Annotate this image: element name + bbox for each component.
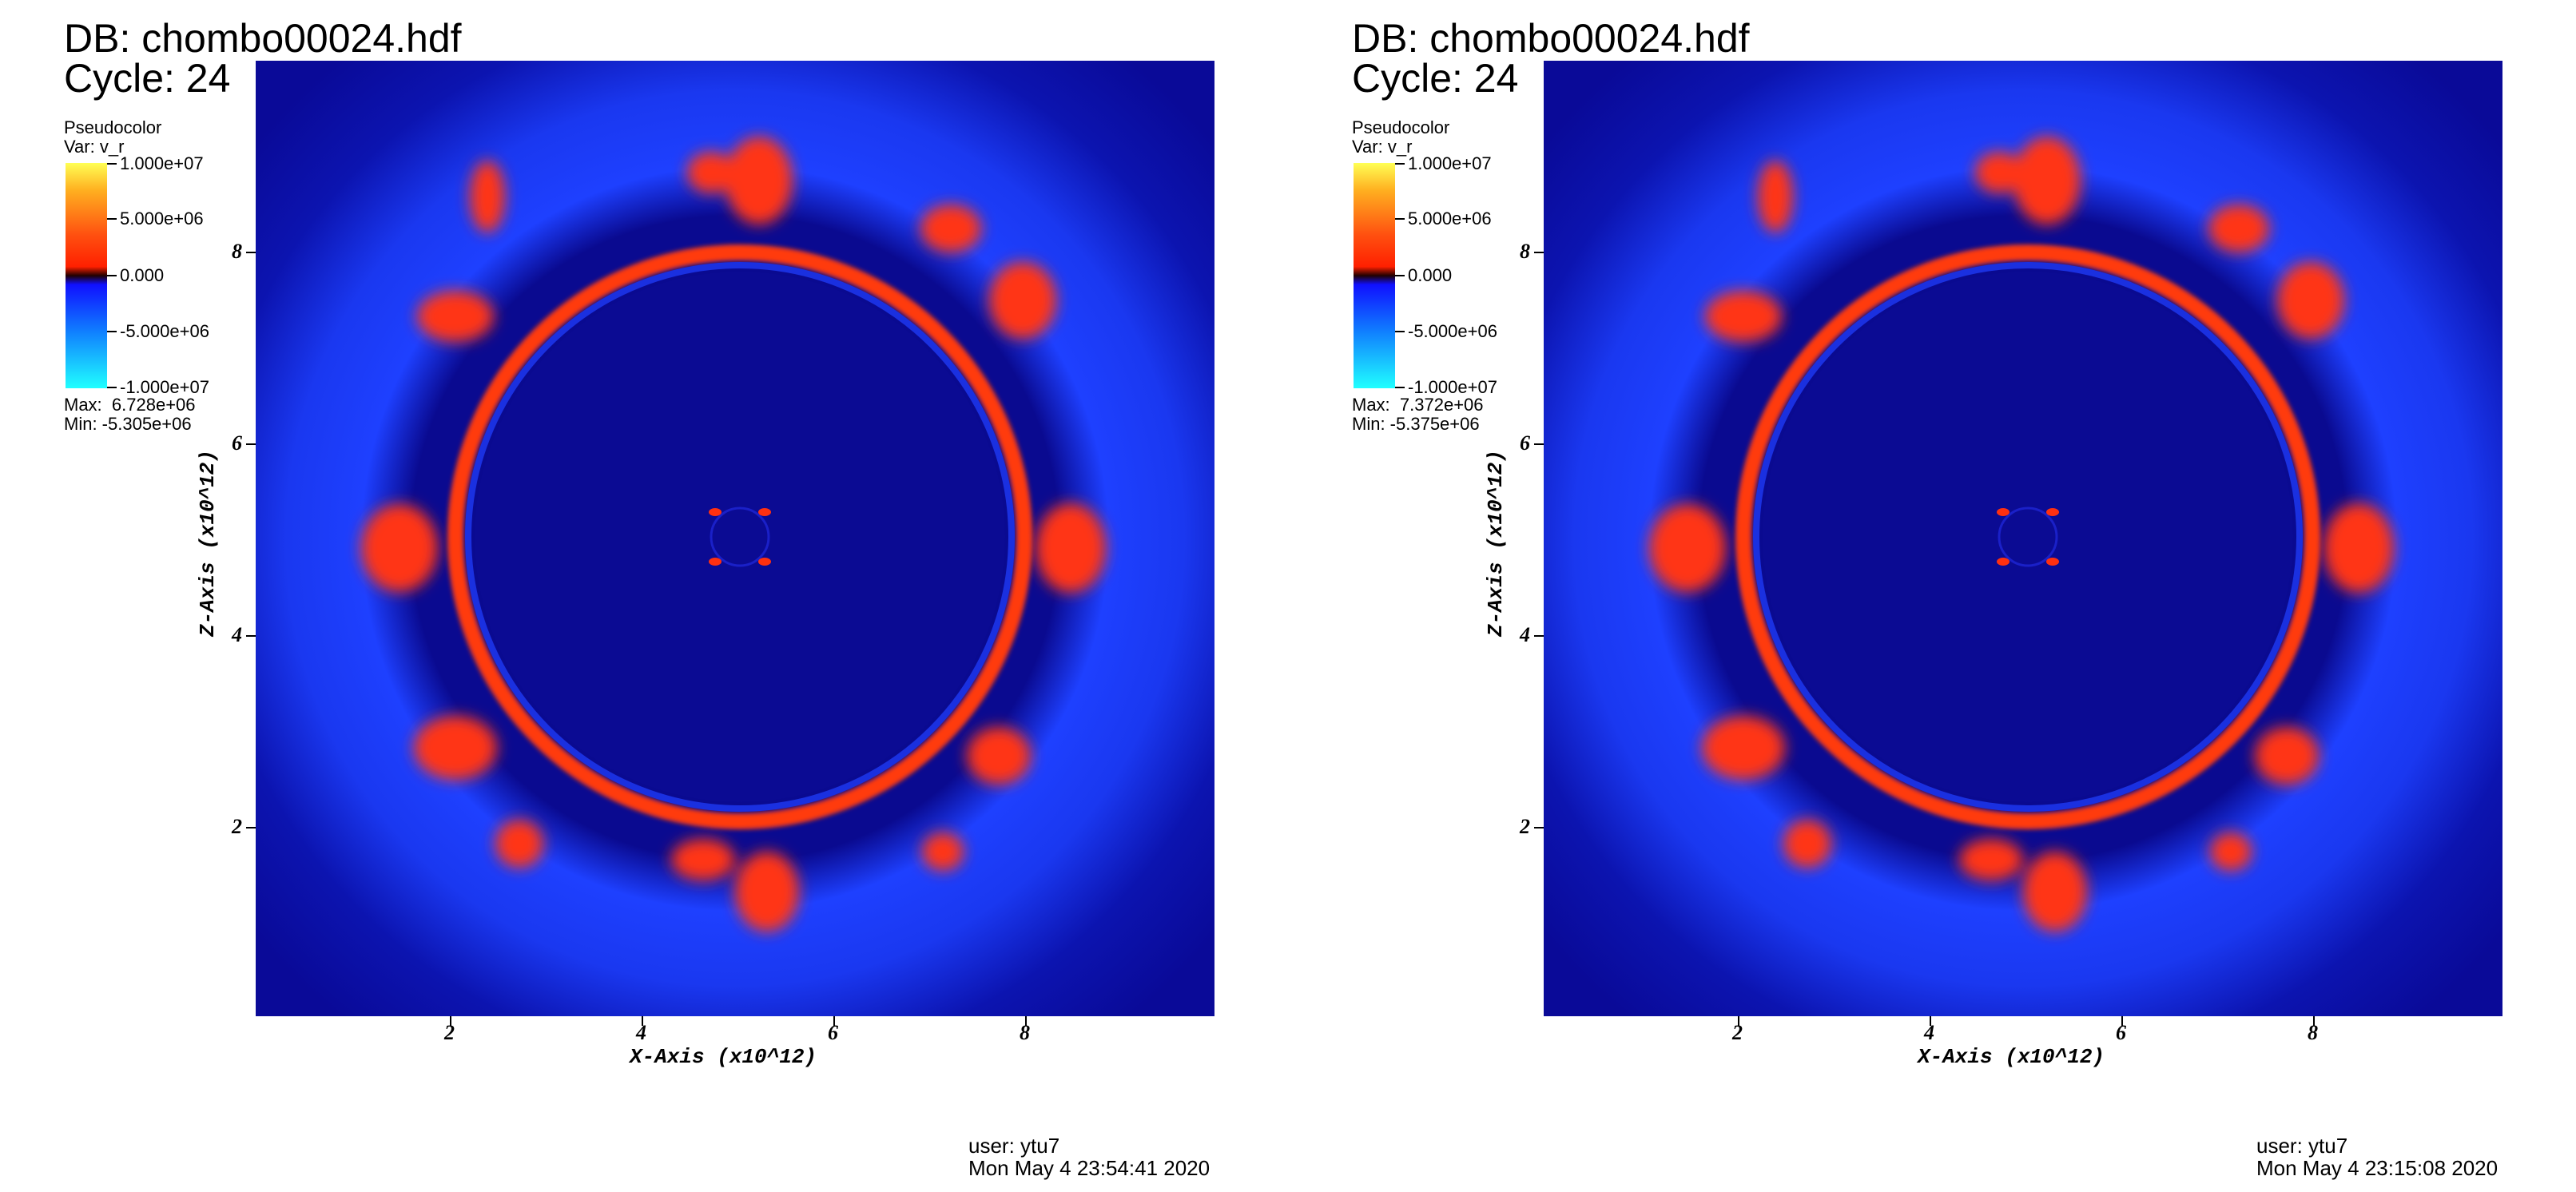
colorbar-tick-label: 1.000e+07 <box>1408 153 1492 173</box>
colorbar-tick-label: 1.000e+07 <box>120 153 204 173</box>
shock-shell <box>447 244 1032 829</box>
x-axis-tick-label: 6 <box>828 1021 838 1044</box>
colorbar-tick <box>1395 387 1405 388</box>
colorbar-tick <box>1395 163 1405 165</box>
outflow-plumes <box>1649 137 2394 932</box>
colorbar-tick <box>107 163 117 165</box>
colorbar-tick <box>107 387 117 388</box>
z-axis-tick-label: 2 <box>1520 815 1530 838</box>
x-axis-tick <box>1930 1016 1931 1026</box>
legend-variable: Var: v_r <box>64 137 125 157</box>
outflow-plumes <box>361 137 1106 932</box>
z-axis-tick <box>246 252 256 253</box>
x-axis-tick <box>450 1016 451 1026</box>
colorbar-tick-label: -5.000e+06 <box>1408 321 1497 341</box>
z-axis-title: Z-Axis (x10^12) <box>196 449 220 638</box>
x-axis-tick-label: 8 <box>1020 1021 1030 1044</box>
min-value: Min: -5.305e+06 <box>64 414 192 434</box>
z-axis-tick-label: 6 <box>232 431 242 455</box>
shock-shell <box>1735 244 2320 829</box>
colorbar-tick-label: -1.000e+07 <box>120 377 209 397</box>
z-axis-title: Z-Axis (x10^12) <box>1484 449 1508 638</box>
x-axis-tick-label: 4 <box>1924 1021 1934 1044</box>
x-axis-tick <box>833 1016 835 1026</box>
x-axis-tick <box>2313 1016 2315 1026</box>
z-axis-tick <box>1534 443 1544 445</box>
colorbar-tick <box>107 275 117 276</box>
z-axis-tick <box>246 635 256 637</box>
z-axis-tick-label: 8 <box>1520 240 1530 263</box>
z-axis-tick-label: 4 <box>232 623 242 646</box>
legend-variable: Var: v_r <box>1352 137 1413 157</box>
colorbar-tick-label: 5.000e+06 <box>120 209 204 228</box>
center-features <box>709 507 771 567</box>
x-axis-tick-label: 2 <box>1732 1021 1743 1044</box>
visit-plot-panel: DB: chombo00024.hdf Cycle: 24 Time:48000… <box>64 16 1214 1180</box>
x-axis-tick-label: 2 <box>444 1021 455 1044</box>
colorbar-tick <box>1395 218 1405 220</box>
x-axis-tick <box>642 1016 643 1026</box>
inner-shell-band <box>465 262 1015 812</box>
z-axis-tick-label: 2 <box>232 815 242 838</box>
colorbar-tick <box>1395 275 1405 276</box>
legend-title: Pseudocolor <box>1352 117 1450 137</box>
max-value: Max: 6.728e+06 <box>64 395 196 415</box>
x-axis-tick-label: 4 <box>636 1021 646 1044</box>
z-axis-tick-label: 4 <box>1520 623 1530 646</box>
visit-plot-panel: DB: chombo00024.hdf Cycle: 24 Time:48000… <box>1288 0 2576 1192</box>
min-value: Min: -5.375e+06 <box>1352 414 1480 434</box>
colorbar-tick-label: -1.000e+07 <box>1408 377 1497 397</box>
z-axis-tick <box>1534 827 1544 828</box>
x-axis-tick <box>2121 1016 2123 1026</box>
max-value: Max: 7.372e+06 <box>1352 395 1484 415</box>
x-axis-tick-label: 8 <box>2308 1021 2318 1044</box>
z-axis-tick <box>246 827 256 828</box>
pseudocolor-field <box>1544 61 2502 1016</box>
x-axis-tick <box>1738 1016 1739 1026</box>
database-title: DB: chombo00024.hdf <box>64 16 462 61</box>
shell-interior <box>1763 272 2293 802</box>
pseudocolor-field <box>256 61 1214 1016</box>
z-axis-tick <box>1534 635 1544 637</box>
colorbar-tick <box>1395 331 1405 332</box>
cycle-label: Cycle: 24 <box>1352 56 1519 101</box>
colorbar-tick-label: 0.000 <box>1408 265 1453 285</box>
shell-interior <box>475 272 1005 802</box>
z-axis-tick-label: 6 <box>1520 431 1530 455</box>
center-features <box>1997 507 2059 567</box>
pseudocolor-plot <box>1544 61 2502 1016</box>
legend-title: Pseudocolor <box>64 117 162 137</box>
date-label: Mon May 4 23:15:08 2020 <box>2256 1156 2498 1180</box>
colorbar <box>66 163 107 388</box>
user-label: user: ytu7 <box>2256 1134 2348 1158</box>
colorbar-tick-label: 0.000 <box>120 265 165 285</box>
x-axis-title: X-Axis (x10^12) <box>630 1045 817 1069</box>
z-axis-tick-label: 8 <box>232 240 242 263</box>
x-axis-tick-label: 6 <box>2116 1021 2126 1044</box>
database-title: DB: chombo00024.hdf <box>1352 16 1750 61</box>
cycle-label: Cycle: 24 <box>64 56 231 101</box>
pseudocolor-plot <box>256 61 1214 1016</box>
z-axis-tick <box>246 443 256 445</box>
user-label: user: ytu7 <box>968 1134 1060 1158</box>
colorbar-tick-label: -5.000e+06 <box>120 321 209 341</box>
colorbar-tick-label: 5.000e+06 <box>1408 209 1492 228</box>
date-label: Mon May 4 23:54:41 2020 <box>968 1156 1210 1180</box>
colorbar-tick <box>107 331 117 332</box>
colorbar-tick <box>107 218 117 220</box>
z-axis-tick <box>1534 252 1544 253</box>
x-axis-title: X-Axis (x10^12) <box>1918 1045 2105 1069</box>
x-axis-tick <box>1025 1016 1027 1026</box>
inner-shell-band <box>1753 262 2303 812</box>
colorbar <box>1354 163 1395 388</box>
